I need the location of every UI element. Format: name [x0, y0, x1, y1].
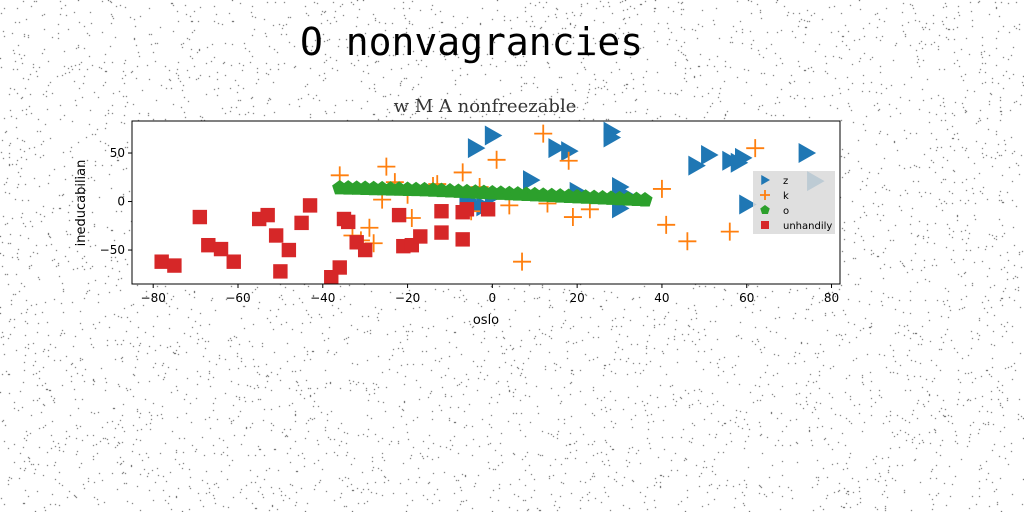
x-axis-ticks: −80 −60 −40 −20 0 20 40 60 80 [141, 284, 839, 305]
x-tick-label: 0 [489, 291, 497, 305]
x-axis-label: oslo [473, 313, 499, 328]
legend-label-k: k [783, 191, 789, 202]
point-unhandily-3 [201, 237, 216, 253]
point-unhandily-28 [480, 202, 496, 217]
point-unhandily-0 [154, 254, 169, 269]
legend-marker-o [760, 205, 770, 215]
point-k-26 [720, 222, 739, 241]
point-z-20 [739, 194, 757, 215]
legend-label-z: z [783, 176, 788, 187]
point-unhandily-22 [413, 229, 428, 244]
point-k-20 [559, 151, 578, 170]
point-k-12 [453, 163, 472, 182]
point-unhandily-12 [302, 198, 318, 213]
point-unhandily-19 [391, 207, 407, 223]
y-tick-label: 50 [110, 146, 125, 160]
point-unhandily-8 [268, 228, 284, 243]
point-k-18 [534, 124, 553, 143]
x-tick-label: 60 [739, 291, 754, 305]
point-unhandily-7 [260, 207, 275, 223]
x-tick-label: 20 [570, 291, 585, 305]
point-k-25 [678, 232, 697, 251]
point-unhandily-11 [294, 215, 309, 231]
point-o-36 [637, 191, 653, 207]
point-k-27 [746, 139, 765, 158]
point-k-24 [657, 215, 676, 234]
point-unhandily-9 [273, 264, 288, 279]
legend: zko unhandily [753, 171, 835, 234]
legend-label-o: o [783, 206, 789, 217]
point-z-16 [701, 144, 719, 165]
point-unhandily-25 [455, 232, 470, 247]
point-z-4 [467, 138, 486, 159]
y-tick-label: 0 [117, 195, 125, 209]
y-axis-ticks: −50 0 50 [100, 146, 132, 257]
point-k-3 [360, 218, 379, 237]
point-unhandily-4 [213, 241, 229, 257]
point-z-5 [484, 125, 503, 146]
point-z-19 [734, 147, 753, 168]
point-z-11 [603, 127, 622, 148]
point-k-6 [377, 157, 396, 176]
y-tick-label: −50 [100, 243, 125, 257]
point-unhandily-5 [226, 254, 241, 269]
point-z-6 [523, 170, 541, 191]
x-tick-label: −20 [395, 291, 420, 305]
point-unhandily-14 [332, 260, 347, 275]
point-k-15 [487, 150, 506, 169]
figure-suptitle: O nonvagrancies [300, 20, 644, 64]
x-tick-label: −40 [310, 291, 335, 305]
legend-marker-k [760, 190, 770, 200]
point-unhandily-18 [357, 242, 373, 258]
point-unhandily-10 [281, 242, 297, 258]
point-z-7 [548, 138, 566, 159]
data-points [154, 121, 825, 285]
point-unhandily-1 [167, 258, 182, 273]
x-tick-label: 40 [654, 291, 669, 305]
x-tick-label: −80 [141, 291, 166, 305]
point-z-21 [798, 143, 817, 164]
plot-frame [131, 120, 841, 285]
legend-marker-unhandily [761, 221, 769, 229]
point-unhandily-27 [459, 202, 475, 217]
point-z-15 [688, 155, 706, 176]
legend-label-unhandily: unhandily [783, 221, 832, 232]
point-k-21 [563, 208, 582, 227]
point-z-8 [561, 141, 579, 162]
x-tick-label: 80 [824, 291, 839, 305]
x-tick-label: −60 [225, 291, 250, 305]
point-unhandily-23 [434, 225, 449, 240]
point-unhandily-2 [192, 209, 208, 225]
legend-marker-z [761, 175, 770, 185]
point-k-23 [652, 179, 671, 198]
y-axis-label: ineducabilian [74, 160, 89, 247]
chart-title: w M A nonfreezable [394, 96, 577, 117]
point-k-17 [513, 252, 532, 271]
point-unhandily-24 [434, 204, 449, 219]
point-unhandily-16 [341, 214, 356, 230]
